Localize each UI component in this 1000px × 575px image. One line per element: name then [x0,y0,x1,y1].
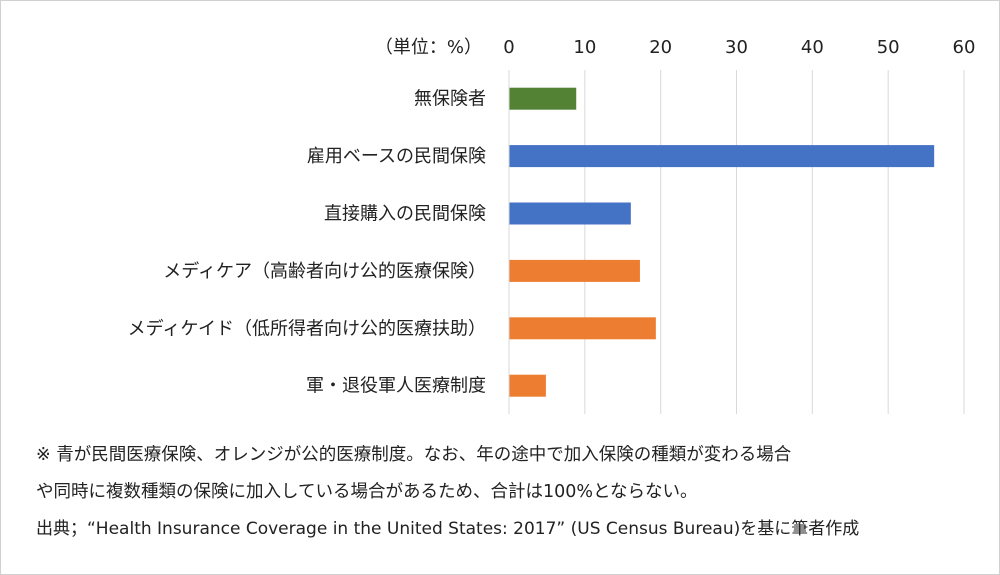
note-line-2: や同時に複数種類の保険に加入している場合があるため、合計は100%とならない。 [36,482,698,502]
bar-chart: （単位：%） 0 10 20 30 40 50 60 無保険者雇用ベースの民間保険直接購入の… [128,37,976,414]
bar [509,317,656,340]
bar [509,374,546,397]
bar [509,202,631,225]
bar [509,145,935,168]
note-line-1: ※ 青が民間医療保険、オレンジが公的医療制度。なお、年の途中で加入保険の種類が変… [36,445,792,465]
x-tick-label: 20 [649,37,672,58]
x-tick-label: 0 [503,37,514,58]
x-tick-label: 50 [877,37,900,58]
category-label: 無保険者 [414,89,486,110]
bar [509,87,577,110]
x-tick-label: 40 [801,37,824,58]
category-label: メディケア（高齢者向け公的医療保険） [163,261,486,282]
category-label: メディケイド（低所得者向け公的医療扶助） [128,318,486,339]
category-label: 雇用ベースの民間保険 [307,146,486,167]
x-tick-label: 10 [573,37,596,58]
category-label: 軍・退役軍人医療制度 [306,376,486,397]
x-tick-label: 60 [953,37,976,58]
category-label: 直接購入の民間保険 [324,204,486,225]
x-tick-label: 30 [725,37,748,58]
bar [509,259,640,282]
unit-label: （単位：%） [375,37,482,58]
source-note: 出典；“Health Insurance Coverage in the Uni… [36,519,860,539]
